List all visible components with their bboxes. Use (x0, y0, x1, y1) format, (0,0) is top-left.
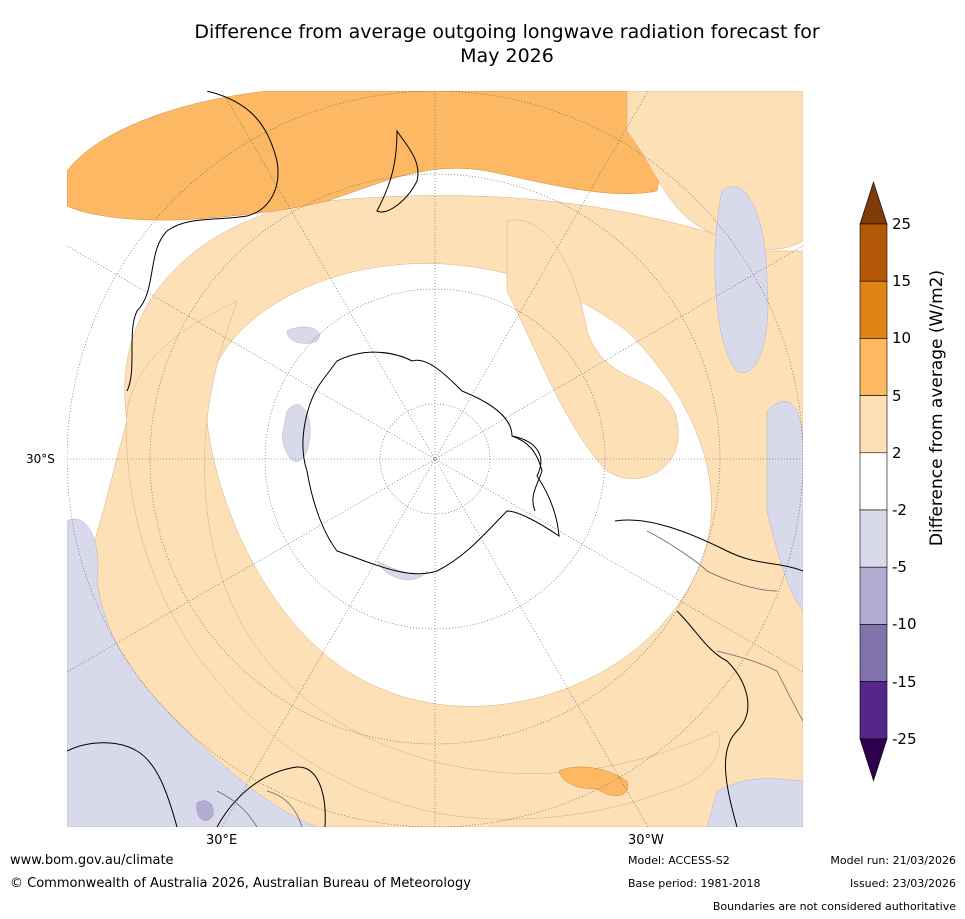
title-line-1: Difference from average outgoing longwav… (194, 21, 820, 43)
colorbar-tick-8: -15 (892, 672, 917, 691)
polar-map[interactable] (67, 91, 803, 827)
colorbar-tick-7: -10 (892, 615, 917, 634)
anomaly-region-south-atlantic-band (126, 300, 720, 820)
colorbar-swatch-3 (859, 395, 888, 454)
colorbar-swatch-1 (859, 280, 888, 339)
africa-borders (216, 790, 303, 827)
title-line-2: May 2026 (460, 45, 554, 67)
chart-title: Difference from average outgoing longwav… (67, 20, 947, 68)
colorbar-tick-6: -5 (892, 558, 907, 577)
footer-model-run: Model run: 21/03/2026 (830, 854, 956, 867)
south-america-outline (614, 519, 803, 572)
footer-copyright: © Commonwealth of Australia 2026, Austra… (10, 876, 471, 891)
south-america-coast (676, 610, 749, 827)
anomaly-region-eastern-pacific (714, 186, 803, 612)
anomaly-region-australia (67, 91, 660, 221)
colorbar-tick-3: 5 (892, 386, 902, 405)
colorbar-swatch-4 (859, 452, 888, 511)
colorbar-tick-2: 10 (892, 329, 912, 348)
footer-model: Model: ACCESS-S2 (628, 854, 730, 867)
lat-label-30s: 30°S (26, 452, 55, 466)
graticule (67, 91, 803, 827)
anomaly-region-southern-africa (196, 800, 214, 821)
polar-map-svg (67, 91, 803, 827)
colorbar-title: Difference from average (W/m2) (927, 269, 947, 547)
lon-label-30e: 30°E (206, 833, 238, 848)
new-zealand-outline (376, 129, 419, 213)
anomaly-region-south-atlantic-africa (67, 518, 318, 827)
colorbar-swatch-5 (859, 509, 888, 568)
south-america-borders (646, 530, 803, 722)
footer-disclaimer: Boundaries are not considered authoritat… (712, 900, 956, 913)
australia-outline (126, 91, 279, 392)
anomaly-region-sa-offshore (558, 766, 629, 796)
footer-issued: Issued: 23/03/2026 (849, 877, 956, 890)
colorbar-swatch-0 (859, 223, 888, 282)
africa-outline (67, 742, 326, 827)
colorbar-extend-bottom (859, 738, 888, 782)
footer-website[interactable]: www.bom.gov.au/climate (10, 853, 174, 868)
antarctic-peninsula-outline (511, 435, 543, 512)
colorbar-tick-0: 25 (892, 215, 912, 233)
colorbar-swatch-8 (859, 681, 888, 740)
colorbar-swatch-7 (859, 624, 888, 682)
colorbar-tick-4: 2 (892, 443, 902, 462)
anomaly-region-antarctic-coast (281, 326, 428, 580)
footer-base-period: Base period: 1981-2018 (628, 877, 761, 890)
antarctica-outline (302, 351, 560, 575)
colorbar-tick-1: 15 (892, 272, 912, 291)
lon-label-30w: 30°W (628, 833, 664, 848)
colorbar-extend-top (859, 181, 888, 225)
colorbar-swatch-2 (859, 338, 888, 396)
anomaly-region-se-corner (706, 778, 803, 827)
colorbar-tick-5: -2 (892, 501, 907, 519)
colorbar-swatch-6 (859, 566, 888, 625)
colorbar-tick-9: -25 (892, 729, 917, 748)
